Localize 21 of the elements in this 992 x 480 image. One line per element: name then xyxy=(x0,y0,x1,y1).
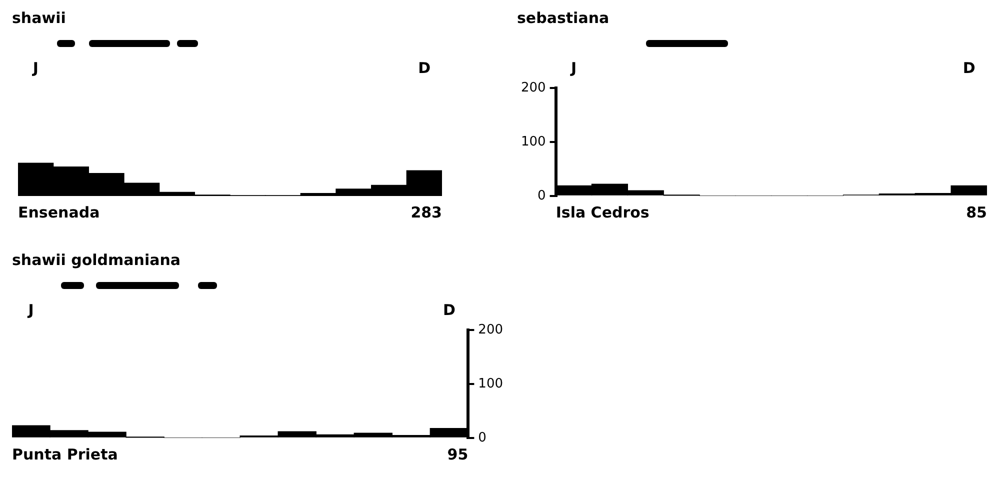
text: 283 xyxy=(410,203,442,222)
chart-title: shawii goldmaniana xyxy=(12,250,181,269)
y-tick-label: 100 xyxy=(478,376,504,392)
x-tick-label: J xyxy=(32,58,38,77)
y-tick-label: 100 xyxy=(520,134,546,150)
y-tick-label: 0 xyxy=(478,430,486,446)
text: 95 xyxy=(447,445,468,464)
x-tick-label: D xyxy=(962,58,976,77)
x-tick-label: J xyxy=(570,58,577,77)
text: Punta Prieta xyxy=(12,445,118,464)
x-tick-label: D xyxy=(418,58,431,77)
chart-title: sebastiana xyxy=(517,8,610,27)
y-tick-label: 200 xyxy=(478,322,504,338)
y-tick-label: 200 xyxy=(520,80,546,96)
text: 85 xyxy=(966,203,987,222)
x-tick-label: D xyxy=(442,300,456,319)
text: Isla Cedros xyxy=(556,203,650,222)
text: Ensenada xyxy=(18,203,100,222)
x-tick-label: J xyxy=(27,300,34,319)
chart-title: shawii xyxy=(12,8,66,27)
y-tick-label: 0 xyxy=(538,188,546,204)
